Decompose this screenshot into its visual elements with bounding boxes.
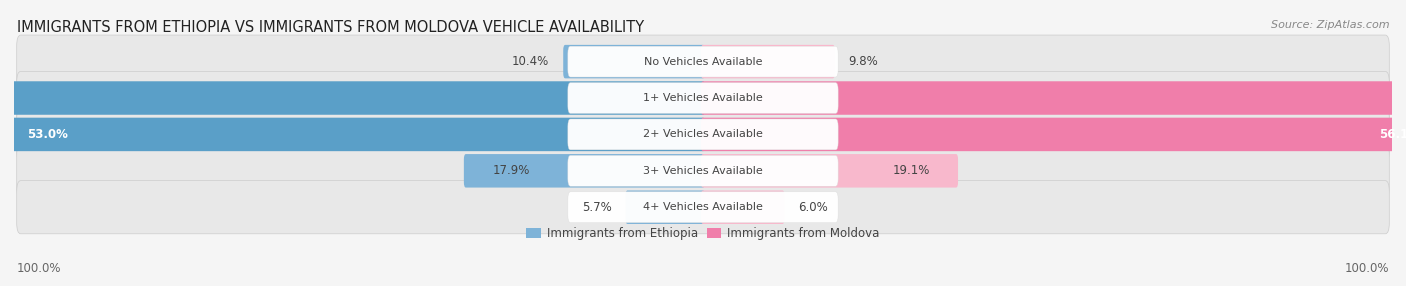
FancyBboxPatch shape (0, 81, 704, 115)
FancyBboxPatch shape (17, 144, 1389, 197)
FancyBboxPatch shape (568, 155, 838, 186)
Text: 100.0%: 100.0% (1344, 262, 1389, 275)
FancyBboxPatch shape (568, 119, 838, 150)
FancyBboxPatch shape (702, 118, 1406, 151)
Text: IMMIGRANTS FROM ETHIOPIA VS IMMIGRANTS FROM MOLDOVA VEHICLE AVAILABILITY: IMMIGRANTS FROM ETHIOPIA VS IMMIGRANTS F… (17, 20, 644, 35)
FancyBboxPatch shape (17, 72, 1389, 125)
FancyBboxPatch shape (702, 154, 957, 188)
FancyBboxPatch shape (568, 192, 838, 223)
FancyBboxPatch shape (17, 108, 1389, 161)
Text: 100.0%: 100.0% (17, 262, 62, 275)
FancyBboxPatch shape (17, 35, 1389, 88)
Text: 5.7%: 5.7% (582, 201, 612, 214)
Text: 17.9%: 17.9% (492, 164, 530, 177)
FancyBboxPatch shape (17, 181, 1389, 234)
Text: 4+ Vehicles Available: 4+ Vehicles Available (643, 202, 763, 212)
Text: 10.4%: 10.4% (512, 55, 550, 68)
Text: 3+ Vehicles Available: 3+ Vehicles Available (643, 166, 763, 176)
FancyBboxPatch shape (702, 45, 835, 78)
Text: 53.0%: 53.0% (27, 128, 67, 141)
FancyBboxPatch shape (568, 46, 838, 77)
Legend: Immigrants from Ethiopia, Immigrants from Moldova: Immigrants from Ethiopia, Immigrants fro… (522, 222, 884, 245)
Text: 9.8%: 9.8% (849, 55, 879, 68)
FancyBboxPatch shape (626, 190, 704, 224)
Text: 2+ Vehicles Available: 2+ Vehicles Available (643, 130, 763, 139)
Text: 1+ Vehicles Available: 1+ Vehicles Available (643, 93, 763, 103)
FancyBboxPatch shape (0, 118, 704, 151)
FancyBboxPatch shape (464, 154, 704, 188)
Text: No Vehicles Available: No Vehicles Available (644, 57, 762, 67)
FancyBboxPatch shape (702, 190, 785, 224)
FancyBboxPatch shape (564, 45, 704, 78)
Text: 6.0%: 6.0% (799, 201, 828, 214)
FancyBboxPatch shape (568, 83, 838, 114)
Text: 19.1%: 19.1% (893, 164, 929, 177)
Text: Source: ZipAtlas.com: Source: ZipAtlas.com (1271, 20, 1389, 30)
Text: 56.1%: 56.1% (1379, 128, 1406, 141)
FancyBboxPatch shape (702, 81, 1406, 115)
